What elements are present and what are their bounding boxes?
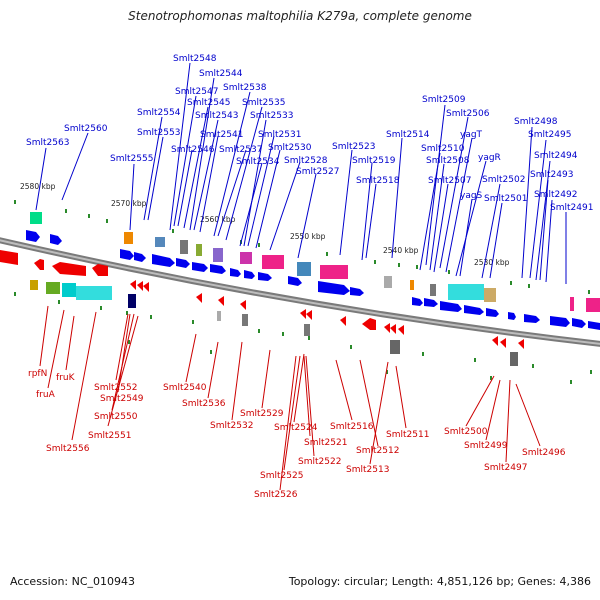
gene-label: Smlt2548 [173,54,217,64]
lower-gene-labels: rpfN fruA fruK Smlt2556 Smlt2552 Smlt254… [28,369,566,500]
upper-gene-labels: Smlt2563 Smlt2560 Smlt2555 Smlt2554 Smlt… [26,54,593,213]
upper-leaders [35,62,567,284]
gene-label: Smlt2523 [332,142,375,152]
gene-label: Smlt2510 [421,144,465,154]
gene-label: Smlt2502 [482,175,525,185]
gene-label: Smlt2499 [464,441,508,451]
feature-blocks [30,212,600,366]
gene-label: Smlt2521 [304,438,347,448]
gene-label: Smlt2512 [356,446,399,456]
gene-label: Smlt2533 [250,111,293,121]
gene-label: Smlt2527 [296,167,339,177]
gene-label: Smlt2538 [223,83,267,93]
gene-label: Smlt2495 [528,130,571,140]
gene-label: Smlt2560 [64,124,108,134]
gene-label: Smlt2534 [236,157,280,167]
gene-label: Smlt2551 [88,431,131,441]
tick-label: 2540 kbp [383,246,419,255]
reverse-genes [0,250,524,349]
gene-label: Smlt2492 [534,190,577,200]
forward-genes [26,230,600,330]
lower-leaders [39,305,541,491]
gene-label: Smlt2508 [426,156,470,166]
tick-label: 2570 kbp [111,199,147,208]
gene-label: Smlt2553 [137,128,180,138]
gene-label: Smlt2549 [100,394,144,404]
gene-label: Smlt2537 [219,145,262,155]
gene-label: Smlt2522 [298,457,341,467]
tick-label: 2530 kbp [474,258,510,267]
gene-label: Smlt2514 [386,130,430,140]
gene-label: Smlt2532 [210,421,253,431]
gene-label: Smlt2500 [444,427,488,437]
gene-label: Smlt2506 [446,109,490,119]
gene-label: Smlt2536 [182,399,226,409]
gene-label: fruA [36,390,56,400]
gene-label: Smlt2552 [94,383,137,393]
gene-label: Smlt2518 [356,176,400,186]
gene-label: Smlt2524 [274,423,318,433]
gene-label: Smlt2563 [26,138,69,148]
figure-title: Stenotrophomonas maltophilia K279a, comp… [128,9,472,23]
gene-label: Smlt2509 [422,95,466,105]
gene-label: Smlt2493 [530,170,573,180]
gene-label: Smlt2550 [94,412,138,422]
gene-label: fruK [56,373,76,383]
gene-label: yagT [460,130,483,140]
tick-label: 2580 kbp [20,182,56,191]
gene-label: Smlt2541 [200,130,243,140]
dot-rows [14,200,592,384]
gene-label: Smlt2496 [522,448,566,458]
tick-label: 2550 kbp [290,232,326,241]
gene-label: Smlt2531 [258,130,301,140]
gene-label: Smlt2530 [268,143,312,153]
accession-text: Accession: NC_010943 [10,575,136,588]
gene-label: Smlt2554 [137,108,181,118]
gene-label: yagR [478,153,501,163]
gene-label: Smlt2546 [171,145,215,155]
gene-label: Smlt2544 [199,69,243,79]
gene-label: Smlt2498 [514,117,558,127]
gene-label: Smlt2516 [330,422,374,432]
gene-label: Smlt2528 [284,156,328,166]
gene-label: Smlt2555 [110,154,153,164]
gene-label: Smlt2501 [484,194,527,204]
gene-label: yagS [460,191,483,201]
gene-label: Smlt2507 [428,176,471,186]
gene-label: Smlt2513 [346,465,389,475]
gene-label: rpfN [28,369,47,379]
gene-label: Smlt2491 [550,203,593,213]
gene-label: Smlt2519 [352,156,396,166]
gene-label: Smlt2535 [242,98,285,108]
gene-label: Smlt2526 [254,490,298,500]
gene-label: Smlt2556 [46,444,90,454]
gene-label: Smlt2525 [260,471,303,481]
gene-label: Smlt2545 [187,98,230,108]
gene-label: Smlt2529 [240,409,284,419]
gene-label: Smlt2547 [175,87,218,97]
gene-label: Smlt2511 [386,430,429,440]
gene-label: Smlt2543 [195,111,238,121]
gene-label: Smlt2497 [484,463,527,473]
gene-label: Smlt2494 [534,151,578,161]
genome-summary-text: Topology: circular; Length: 4,851,126 bp… [288,575,591,588]
gene-label: Smlt2540 [163,383,207,393]
